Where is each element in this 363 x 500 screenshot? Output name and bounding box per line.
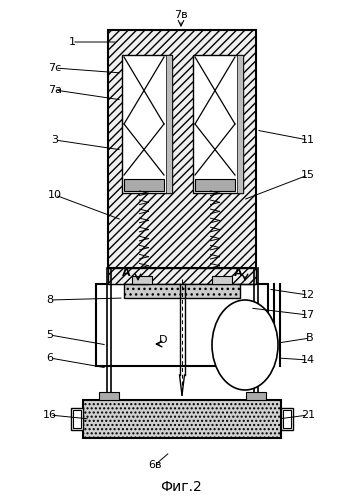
Bar <box>122 55 172 193</box>
Text: 11: 11 <box>301 135 315 145</box>
Text: В: В <box>306 333 314 343</box>
Text: Фиг.2: Фиг.2 <box>160 480 202 494</box>
Text: 17: 17 <box>301 310 315 320</box>
Text: А: А <box>122 268 130 278</box>
Text: 7в: 7в <box>174 10 188 20</box>
Bar <box>283 410 291 428</box>
Bar <box>108 268 256 284</box>
Bar <box>212 276 232 284</box>
Text: 7с: 7с <box>48 63 62 73</box>
Text: 7а: 7а <box>48 85 62 95</box>
Bar <box>166 55 172 193</box>
Text: 1: 1 <box>69 37 76 47</box>
Text: 15: 15 <box>301 170 315 180</box>
Bar <box>83 400 281 438</box>
Text: 8: 8 <box>46 295 54 305</box>
Bar <box>124 284 240 298</box>
Text: 16: 16 <box>43 410 57 420</box>
Text: 5: 5 <box>46 330 53 340</box>
Text: 10: 10 <box>48 190 62 200</box>
Text: 6в: 6в <box>148 460 162 470</box>
Bar <box>237 55 243 193</box>
Bar <box>71 408 83 430</box>
Text: 6: 6 <box>46 353 53 363</box>
Bar <box>99 392 119 400</box>
Bar <box>246 392 266 400</box>
Bar <box>73 410 81 428</box>
Bar <box>124 179 164 191</box>
Text: А: А <box>234 268 242 278</box>
Bar <box>193 55 243 193</box>
Bar <box>108 30 256 268</box>
Text: 21: 21 <box>301 410 315 420</box>
Text: 3: 3 <box>52 135 58 145</box>
Text: D: D <box>159 335 167 345</box>
Text: 12: 12 <box>301 290 315 300</box>
Bar <box>281 408 293 430</box>
Ellipse shape <box>212 300 278 390</box>
Bar <box>132 276 152 284</box>
Bar <box>96 284 268 366</box>
Text: 14: 14 <box>301 355 315 365</box>
Bar <box>195 179 235 191</box>
